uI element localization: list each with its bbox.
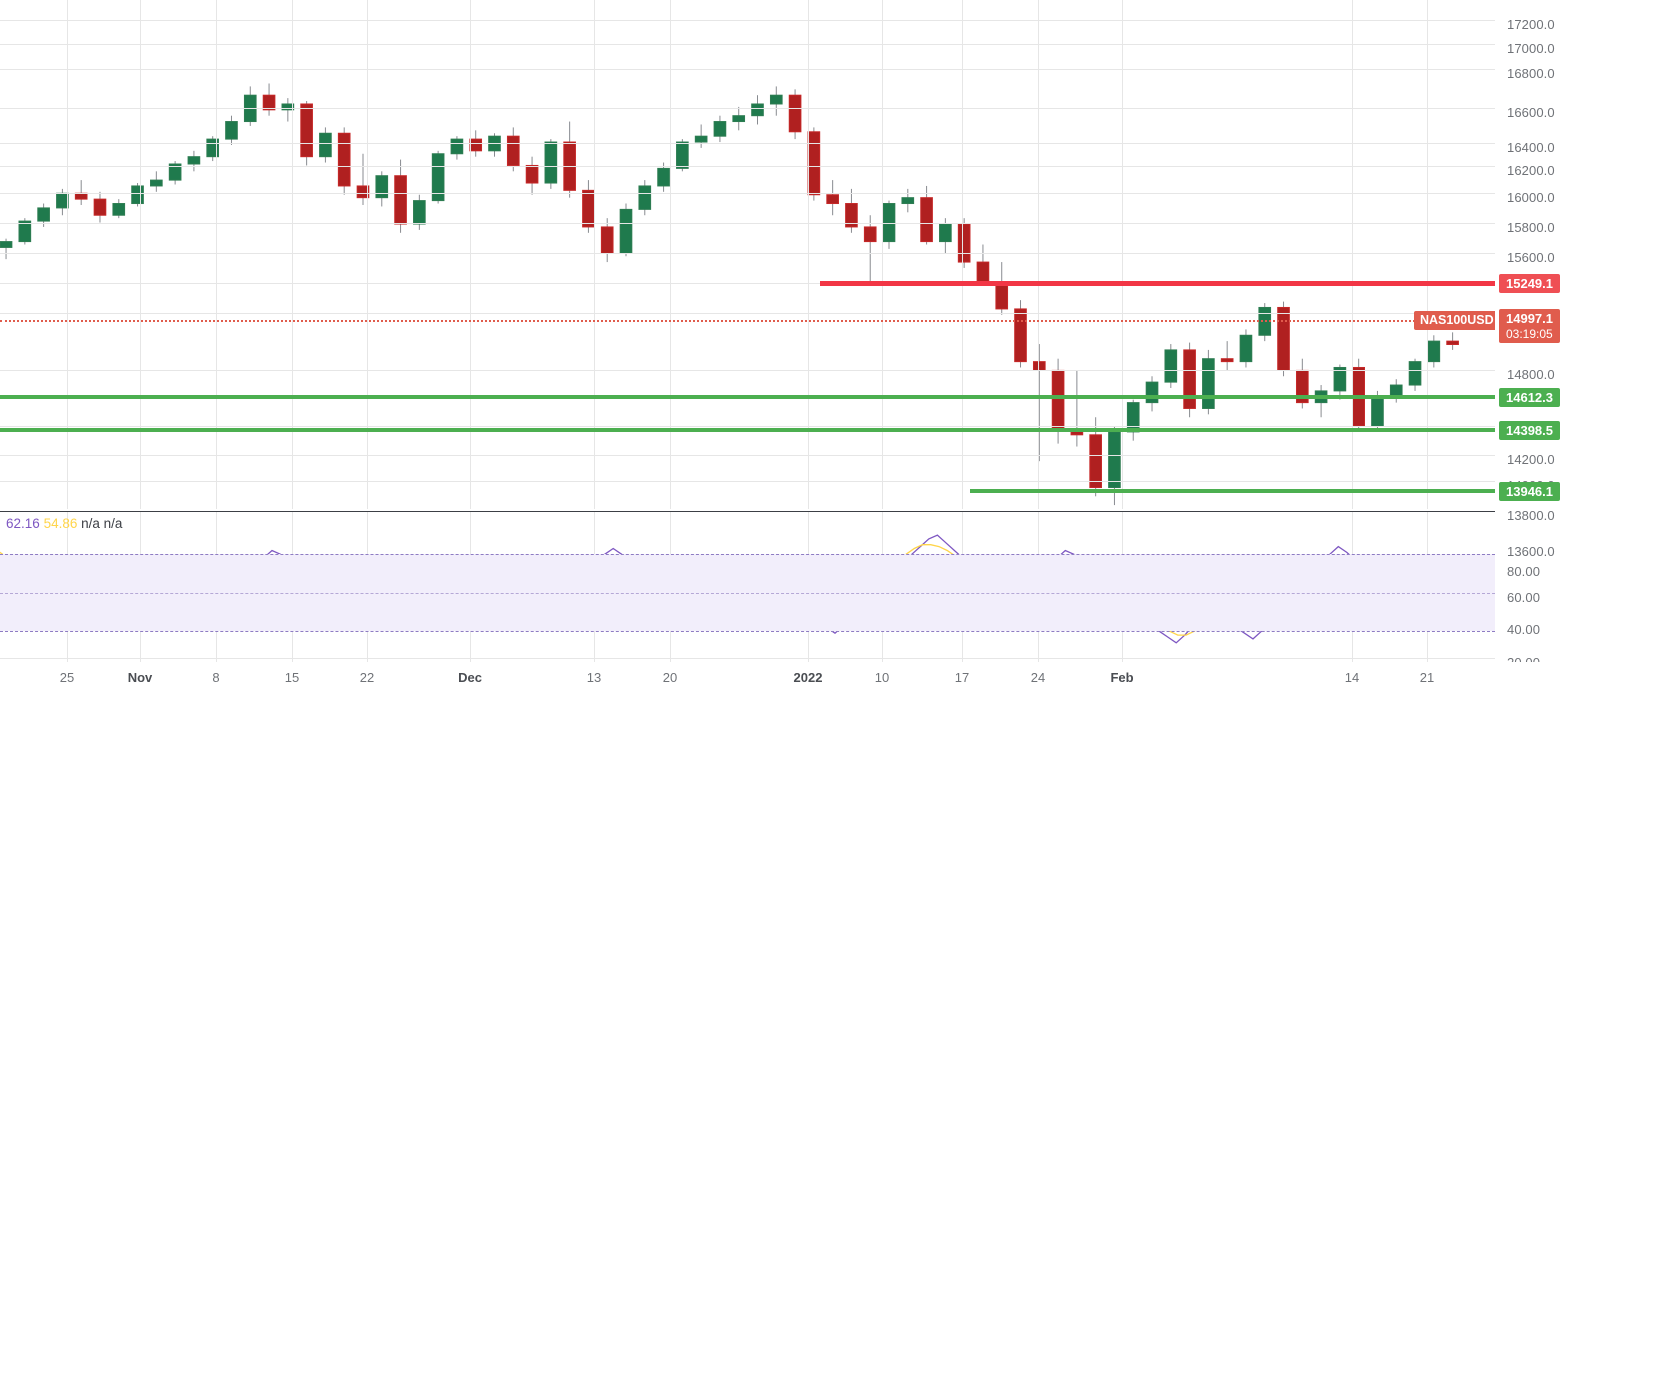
gridline-vertical xyxy=(140,0,141,509)
time-tick: 15 xyxy=(284,670,300,685)
gridline-vertical xyxy=(670,0,671,509)
gridline-horizontal xyxy=(0,313,1495,314)
gridline-horizontal xyxy=(0,481,1495,482)
gridline-vertical xyxy=(367,0,368,509)
gridline-vertical xyxy=(594,0,595,509)
gridline-horizontal xyxy=(0,223,1495,224)
support-line-1[interactable] xyxy=(0,395,1495,399)
rsi-extra-1: n/a xyxy=(81,516,100,531)
gridline-vertical xyxy=(1038,0,1039,509)
current-price-value: 14997.1 xyxy=(1506,311,1553,326)
time-tick: 17 xyxy=(954,670,970,685)
price-tick: 16400.0 xyxy=(1507,140,1555,155)
resistance-line[interactable] xyxy=(820,281,1495,286)
rsi-tick: 80.00 xyxy=(1507,564,1541,579)
gridline-horizontal xyxy=(0,166,1495,167)
price-tick: 17200.0 xyxy=(1507,17,1555,32)
gridline-vertical xyxy=(882,0,883,509)
price-tick: 13600.0 xyxy=(1507,544,1555,559)
rsi-value: 62.16 xyxy=(6,516,40,531)
price-marker-support-3[interactable]: 13946.1 xyxy=(1499,482,1560,501)
price-marker-support-1[interactable]: 14612.3 xyxy=(1499,388,1560,407)
gridline-vertical xyxy=(808,0,809,509)
time-tick: 24 xyxy=(1030,670,1046,685)
gridline-horizontal xyxy=(0,455,1495,456)
time-tick: Dec xyxy=(458,670,482,685)
price-marker-support-2[interactable]: 14398.5 xyxy=(1499,421,1560,440)
price-tick: 16800.0 xyxy=(1507,66,1555,81)
gridline-vertical xyxy=(216,0,217,509)
pane-divider xyxy=(0,511,1495,512)
time-tick: 13 xyxy=(586,670,602,685)
gridline-vertical xyxy=(1352,0,1353,509)
gridline-vertical xyxy=(67,0,68,509)
current-price-marker[interactable]: 14997.1 03:19:05 xyxy=(1499,309,1560,343)
time-tick: 22 xyxy=(359,670,375,685)
gridline-vertical xyxy=(962,0,963,509)
gridline-horizontal xyxy=(0,193,1495,194)
time-axis[interactable]: 25Nov81522Dec13202022101724Feb1421Mar xyxy=(0,662,1522,742)
time-tick: 20 xyxy=(662,670,678,685)
gridline-vertical xyxy=(292,0,293,509)
time-tick: 21 xyxy=(1419,670,1435,685)
support-line-2[interactable] xyxy=(0,428,1495,432)
price-tick: 16200.0 xyxy=(1507,163,1555,178)
chart-screenshot: NAS100USD 62.16 54.86 n/a n/a 17200.0 170… xyxy=(0,0,1678,742)
gridline-horizontal xyxy=(0,658,1495,659)
price-tick: 15600.0 xyxy=(1507,250,1555,265)
rsi-extra-2: n/a xyxy=(103,516,123,531)
price-axis[interactable]: 17200.0 17000.0 16800.0 16600.0 16400.0 16200… xyxy=(1495,0,1678,670)
rsi-tick: 60.00 xyxy=(1507,590,1541,605)
gridline-vertical xyxy=(1427,0,1428,509)
axis-corner xyxy=(1495,662,1678,742)
price-marker-resistance[interactable]: 15249.1 xyxy=(1499,274,1560,293)
time-tick: Nov xyxy=(127,670,153,685)
gridline-horizontal xyxy=(0,20,1495,21)
rsi-level-line xyxy=(0,592,1495,594)
gridline-vertical xyxy=(1122,0,1123,509)
rsi-level-line xyxy=(0,631,1495,633)
rsi-level-line xyxy=(0,554,1495,556)
time-tick: 14 xyxy=(1344,670,1360,685)
time-tick: Feb xyxy=(1110,670,1134,685)
gridline-horizontal xyxy=(0,253,1495,254)
symbol-tag: NAS100USD xyxy=(1414,311,1495,330)
bar-countdown: 03:19:05 xyxy=(1506,326,1553,341)
price-tick: 16600.0 xyxy=(1507,105,1555,120)
rsi-overbought-oversold-band xyxy=(0,554,1495,632)
price-chart-pane[interactable]: NAS100USD xyxy=(0,0,1495,509)
price-tick: 16000.0 xyxy=(1507,190,1555,205)
time-tick: 25 xyxy=(59,670,75,685)
price-tick: 14800.0 xyxy=(1507,367,1555,382)
gridline-horizontal xyxy=(0,69,1495,70)
price-tick: 17000.0 xyxy=(1507,41,1555,56)
time-tick: 2022 xyxy=(793,670,823,685)
gridline-horizontal xyxy=(0,143,1495,144)
current-price-line xyxy=(0,320,1495,322)
time-tick: 8 xyxy=(212,670,220,685)
rsi-indicator-pane[interactable]: 62.16 54.86 n/a n/a xyxy=(0,512,1495,662)
gridline-horizontal xyxy=(0,370,1495,371)
price-tick: 13800.0 xyxy=(1507,508,1555,523)
gridline-vertical xyxy=(470,0,471,509)
price-tick: 15800.0 xyxy=(1507,220,1555,235)
gridline-horizontal xyxy=(0,108,1495,109)
candlestick-series xyxy=(0,83,1459,506)
gridline-horizontal xyxy=(0,426,1495,427)
time-tick: 10 xyxy=(874,670,890,685)
gridline-horizontal xyxy=(0,283,1495,284)
support-line-3[interactable] xyxy=(970,489,1495,493)
rsi-ma-value: 54.86 xyxy=(43,516,78,531)
rsi-legend[interactable]: 62.16 54.86 n/a n/a xyxy=(6,516,122,531)
price-tick: 14200.0 xyxy=(1507,452,1555,467)
gridline-horizontal xyxy=(0,44,1495,45)
rsi-tick: 40.00 xyxy=(1507,622,1541,637)
